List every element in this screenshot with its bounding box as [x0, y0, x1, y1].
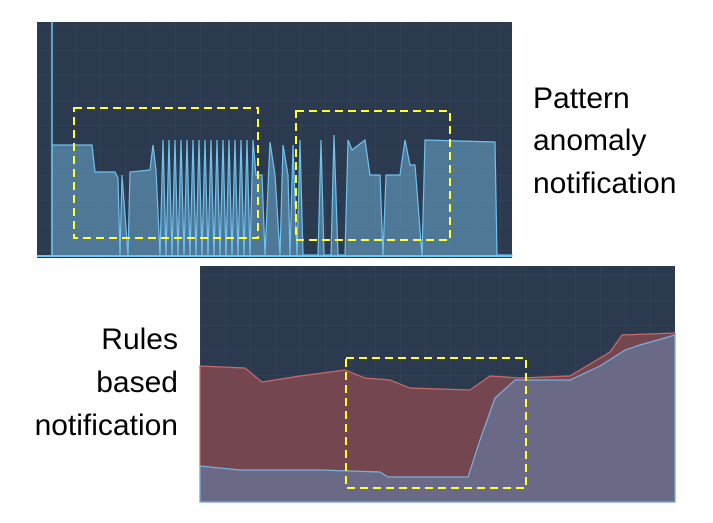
rules-panel	[199, 266, 676, 503]
label-line: Pattern	[533, 82, 630, 115]
highlight-box	[73, 107, 259, 239]
label-line: Rules	[101, 323, 178, 356]
label-line: notification	[35, 409, 178, 442]
label-line: notification	[533, 167, 676, 200]
label-line: based	[96, 366, 178, 399]
label-line: anomaly	[533, 124, 646, 157]
pattern-panel	[37, 22, 513, 258]
metric-area	[199, 334, 676, 503]
highlight-box	[295, 110, 451, 241]
